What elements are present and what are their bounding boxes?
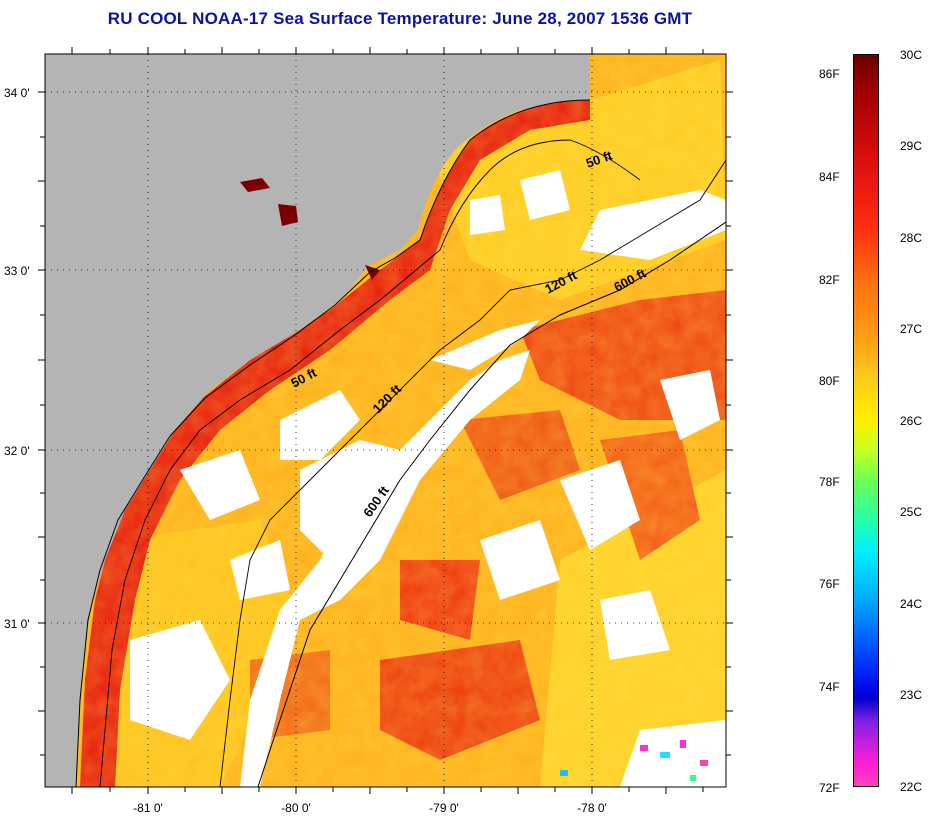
colorbar-label-24c: 24C [900,597,923,611]
cloud-mask [180,450,260,520]
cold-pixel-patch [690,775,696,781]
lon-label-78: -78 0' [577,801,607,815]
coastline [75,99,591,787]
isobath-50ft [99,139,641,787]
isobath-600ft [257,221,726,787]
colorbar-label-29c: 29C [900,139,923,153]
cloud-mask [430,320,540,370]
inland-lake-warm [278,204,298,226]
cold-pixel-patch [700,760,708,766]
lon-label-81: -81 0' [133,801,163,815]
land-mass [45,54,590,787]
colorbar-label-84f: 84F [819,170,840,184]
colorbar-label-80f: 80F [819,374,840,388]
inland-lake-warm [240,178,270,192]
map-title: RU COOL NOAA-17 Sea Surface Temperature:… [107,9,693,28]
cloud-mask [130,620,230,740]
lat-label-33: 33 0' [4,264,30,278]
map-area [45,54,726,787]
map-frame [44,53,727,788]
colorbar-label-78f: 78F [819,475,840,489]
cloud-mask [520,170,570,220]
grid-lines [45,54,726,787]
cold-pixel-patch [660,752,670,758]
cloud-mask [600,590,670,660]
lat-label-31: 31 0' [4,617,30,631]
cloud-mask [470,195,505,235]
axis-ticks [38,47,733,794]
cloud-mask [580,190,726,260]
cloud-mask [230,540,290,600]
lon-label-80: -80 0' [281,801,311,815]
temperature-colorbar [853,54,879,787]
isobath-120ft [219,159,726,787]
cloud-mask [560,460,640,550]
colorbar-label-27c: 27C [900,322,923,336]
cold-pixel-patch [560,770,568,776]
colorbar-label-82f: 82F [819,273,840,287]
lon-label-79: -79 0' [429,801,459,815]
cloud-mask [280,390,360,460]
colorbar-label-74f: 74F [819,680,840,694]
cloud-mask [240,350,530,787]
cloud-mask [620,720,726,787]
cold-pixel-patch [680,740,686,748]
cloud-mask [660,370,720,440]
colorbar-label-23c: 23C [900,688,923,702]
colorbar-label-76f: 76F [819,577,840,591]
colorbar-label-22c: 22C [900,780,923,794]
colorbar-label-25c: 25C [900,505,923,519]
lat-label-32: 32 0' [4,444,30,458]
cloud-mask [480,520,560,600]
colorbar-label-26c: 26C [900,414,923,428]
colorbar-label-86f: 86F [819,67,840,81]
colorbar-label-72f: 72F [819,781,840,795]
lat-label-34: 34 0' [4,86,30,100]
colorbar-label-28c: 28C [900,231,923,245]
colorbar-label-30c: 30C [900,48,923,62]
cold-pixel-patch [640,745,648,751]
